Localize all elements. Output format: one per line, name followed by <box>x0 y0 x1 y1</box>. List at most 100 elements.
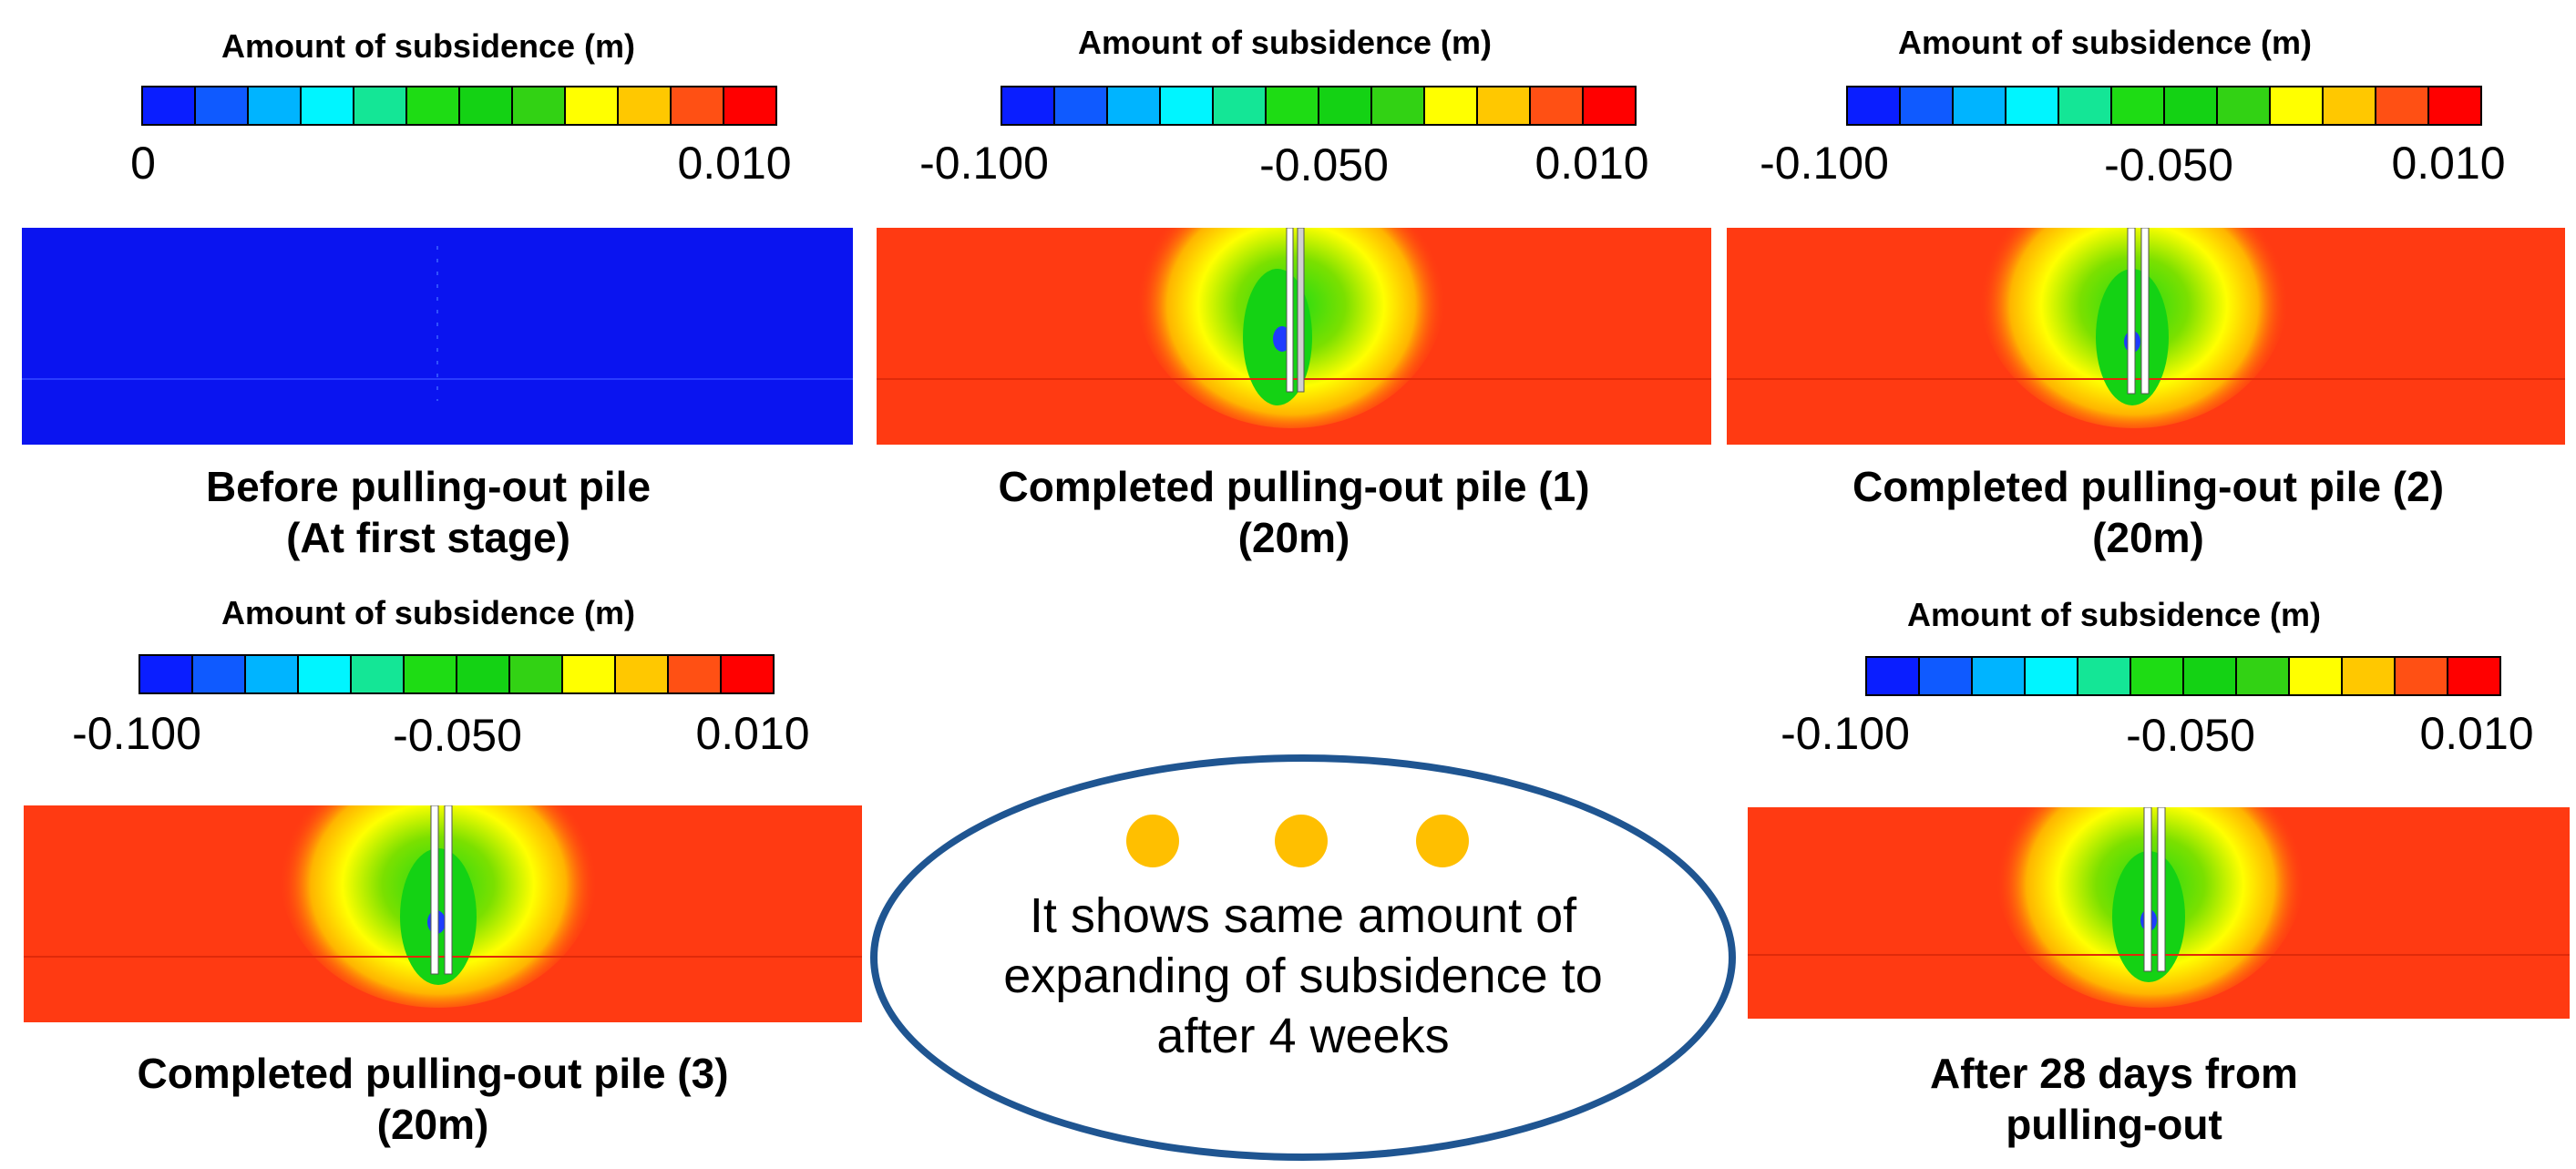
colorbar-segment <box>2059 87 2112 124</box>
colorbar-segment <box>672 87 724 124</box>
caption-line1: After 28 days from <box>1930 1050 2298 1097</box>
colorbar-segment <box>1954 87 2006 124</box>
colorbar-segment <box>249 87 302 124</box>
colorbar-segment <box>302 87 354 124</box>
dot-3 <box>1416 815 1469 867</box>
caption-line1: Completed pulling-out pile (1) <box>998 463 1590 510</box>
colorbar-segment <box>1319 87 1372 124</box>
caption: Completed pulling-out pile (2) (20m) <box>1722 461 2574 563</box>
colorbar-segment <box>1161 87 1214 124</box>
colorbar-segment <box>2184 658 2237 694</box>
colorbar <box>1846 86 2482 126</box>
colorbar-segment <box>457 656 510 692</box>
colorbar-segment <box>140 656 193 692</box>
colorbar-segment <box>405 656 457 692</box>
colorbar <box>139 654 775 694</box>
caption: Completed pulling-out pile (1) (20m) <box>875 461 1713 563</box>
colorbar <box>141 86 777 126</box>
caption-line2: pulling-out <box>2006 1101 2222 1148</box>
colorbar-segment <box>619 87 672 124</box>
colorbar-segment <box>407 87 460 124</box>
colorbar-segment <box>1867 658 1920 694</box>
caption-line1: Completed pulling-out pile (2) <box>1852 463 2445 510</box>
tick-left: -0.100 <box>1781 708 1910 759</box>
dot-2 <box>1275 815 1328 867</box>
tick-right: 0.010 <box>2419 708 2534 759</box>
colorbar-segment <box>566 87 619 124</box>
tick-right: 0.010 <box>1534 138 1649 189</box>
colorbar-segment <box>722 656 773 692</box>
colorbar-segment <box>1214 87 1267 124</box>
colorbar-segment <box>2324 87 2376 124</box>
caption: Completed pulling-out pile (3) (20m) <box>0 1048 866 1150</box>
colorbar-segment <box>2218 87 2271 124</box>
colorbar-segment <box>724 87 775 124</box>
colorbar-segment <box>299 656 352 692</box>
caption-line2: (20m) <box>2092 514 2204 561</box>
caption-line2: (20m) <box>1237 514 1350 561</box>
colorbar-segment <box>2448 658 2499 694</box>
colorbar-segment <box>510 656 563 692</box>
caption: Before pulling-out pile (At first stage) <box>0 461 857 563</box>
note-line3: after 4 weeks <box>1156 1009 1450 1063</box>
colorbar-title: Amount of subsidence (m) <box>1906 596 2321 633</box>
tick-mid: -0.050 <box>393 710 522 761</box>
colorbar-segment <box>196 87 249 124</box>
colorbar <box>1001 86 1637 126</box>
colorbar-segment <box>2376 87 2429 124</box>
colorbar-segment <box>1920 658 1973 694</box>
subsidence-map-after-28-days <box>1748 807 2570 1019</box>
colorbar-segment <box>2237 658 2290 694</box>
subsidence-map-pile-3 <box>24 805 862 1022</box>
tick-left: -0.100 <box>1760 138 1889 189</box>
tick-mid: -0.050 <box>2126 710 2255 761</box>
caption: After 28 days from pulling-out <box>1740 1048 2488 1150</box>
panel-pile-1: Amount of subsidence (m) -0.100 -0.050 0… <box>875 0 1713 583</box>
note-ellipse: It shows same amount of expanding of sub… <box>870 754 1736 1161</box>
colorbar-segment <box>2078 658 2131 694</box>
caption-line1: Completed pulling-out pile (3) <box>137 1050 729 1097</box>
colorbar-segment <box>2112 87 2165 124</box>
colorbar-segment <box>616 656 669 692</box>
tick-mid: -0.050 <box>2104 139 2233 190</box>
colorbar-title: Amount of subsidence (m) <box>1897 24 2312 61</box>
colorbar-segment <box>1425 87 1478 124</box>
colorbar-segment <box>193 656 246 692</box>
colorbar-segment <box>513 87 566 124</box>
colorbar-segment <box>1267 87 1319 124</box>
colorbar-segment <box>1584 87 1635 124</box>
colorbar-segment <box>2271 87 2324 124</box>
tick-left: -0.100 <box>72 708 201 759</box>
note-text: It shows same amount of expanding of sub… <box>877 886 1729 1066</box>
colorbar-title: Amount of subsidence (m) <box>221 27 635 65</box>
tick-right: 0.010 <box>2391 138 2506 189</box>
colorbar-segment <box>143 87 196 124</box>
colorbar-segment <box>1478 87 1531 124</box>
subsidence-map-pile-2 <box>1727 228 2565 445</box>
colorbar-segment <box>1531 87 1584 124</box>
colorbar-title: Amount of subsidence (m) <box>1077 24 1492 61</box>
colorbar-segment <box>2165 87 2218 124</box>
colorbar-segment <box>563 656 616 692</box>
subsidence-map-pile-1 <box>877 228 1711 445</box>
tick-left: -0.100 <box>919 138 1049 189</box>
caption-line1: Before pulling-out pile <box>205 463 652 510</box>
panel-after-28-days: Amount of subsidence (m) -0.100 -0.050 0… <box>1740 583 2576 1169</box>
colorbar-segment <box>2396 658 2448 694</box>
colorbar <box>1865 656 2501 696</box>
tick-right: 0.010 <box>677 138 792 189</box>
colorbar-title: Amount of subsidence (m) <box>221 594 635 631</box>
tick-left: 0 <box>130 138 156 189</box>
colorbar-segment <box>354 87 407 124</box>
panel-pile-2: Amount of subsidence (m) -0.100 -0.050 0… <box>1722 0 2576 583</box>
colorbar-segment <box>2131 658 2184 694</box>
caption-line2: (At first stage) <box>286 514 570 561</box>
note-line1: It shows same amount of <box>1029 888 1577 943</box>
colorbar-segment <box>2026 658 2078 694</box>
caption-line2: (20m) <box>376 1101 489 1148</box>
colorbar-segment <box>246 656 299 692</box>
note-line2: expanding of subsidence to <box>1003 949 1603 1003</box>
subsidence-map-initial <box>22 228 853 445</box>
colorbar-segment <box>1901 87 1954 124</box>
colorbar-segment <box>2006 87 2059 124</box>
